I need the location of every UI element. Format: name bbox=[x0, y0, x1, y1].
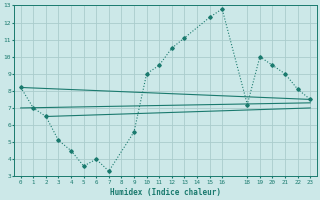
X-axis label: Humidex (Indice chaleur): Humidex (Indice chaleur) bbox=[110, 188, 221, 197]
